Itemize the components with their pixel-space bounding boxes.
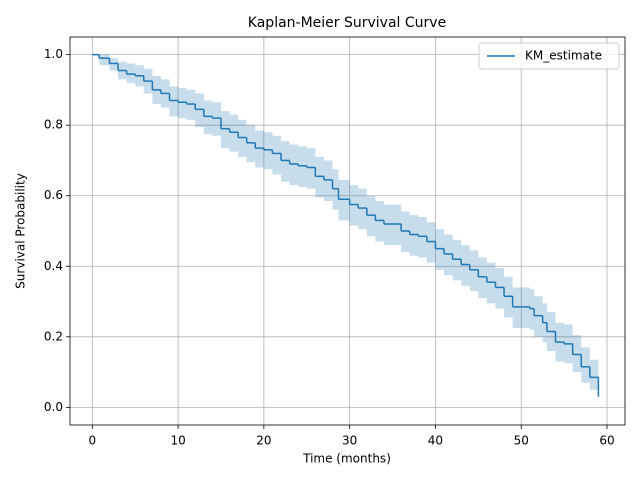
- confidence-band: [444, 234, 453, 276]
- confidence-band: [229, 114, 239, 152]
- confidence-band: [306, 148, 316, 189]
- plot-area: [70, 37, 625, 425]
- confidence-band: [255, 130, 264, 168]
- confidence-band: [195, 93, 204, 127]
- confidence-band: [281, 141, 290, 182]
- confidence-band: [220, 111, 230, 149]
- x-tick-label: 20: [256, 434, 271, 448]
- confidence-band: [246, 125, 256, 163]
- confidence-band: [238, 119, 247, 157]
- confidence-band: [589, 359, 599, 390]
- confidence-band: [495, 268, 505, 309]
- x-axis-label: Time (months): [302, 452, 391, 466]
- confidence-band: [461, 245, 470, 286]
- confidence-band: [212, 102, 221, 136]
- confidence-band: [383, 204, 402, 246]
- legend: KM_estimate: [478, 42, 620, 70]
- x-tick-label: 30: [342, 434, 357, 448]
- confidence-band: [478, 257, 487, 299]
- chart-title: Kaplan-Meier Survival Curve: [248, 15, 446, 31]
- confidence-band: [401, 211, 410, 253]
- confidence-band: [512, 287, 530, 328]
- confidence-band: [375, 201, 384, 242]
- y-tick-label: 0.6: [44, 188, 63, 202]
- confidence-band: [435, 229, 445, 270]
- confidence-band: [581, 347, 590, 383]
- y-tick-label: 0.0: [44, 400, 63, 414]
- confidence-band: [409, 215, 419, 256]
- confidence-band: [126, 63, 136, 83]
- confidence-band: [349, 185, 359, 226]
- confidence-band: [358, 188, 367, 230]
- confidence-band: [504, 276, 513, 318]
- confidence-band: [109, 58, 119, 71]
- confidence-band: [289, 144, 299, 186]
- confidence-band: [486, 262, 496, 304]
- confidence-band: [315, 156, 324, 198]
- y-tick-label: 0.2: [44, 329, 63, 343]
- x-tick-label: 10: [170, 434, 185, 448]
- confidence-band: [529, 289, 535, 330]
- x-tick-label: 0: [88, 434, 96, 448]
- confidence-band: [418, 216, 427, 258]
- confidence-band: [263, 132, 273, 170]
- confidence-band: [178, 88, 187, 119]
- confidence-band: [203, 100, 213, 134]
- confidence-band: [452, 239, 462, 281]
- legend-frame: [478, 42, 620, 70]
- confidence-band: [426, 222, 436, 263]
- confidence-band: [534, 296, 543, 337]
- y-tick-label: 0.4: [44, 259, 63, 273]
- confidence-band: [169, 86, 179, 117]
- confidence-band: [323, 160, 333, 202]
- axes-frame: [69, 36, 626, 426]
- confidence-band: [186, 89, 196, 120]
- x-tick-label: 50: [514, 434, 529, 448]
- confidence-band: [469, 250, 479, 291]
- confidence-band: [332, 169, 339, 210]
- legend-label: KM_estimate: [525, 49, 602, 63]
- confidence-band: [99, 54, 110, 66]
- x-tick-label: 40: [428, 434, 443, 448]
- confidence-band: [298, 146, 307, 187]
- confidence-band: [572, 335, 582, 373]
- x-tick-label: 60: [599, 434, 614, 448]
- confidence-band: [366, 195, 376, 237]
- y-tick-label: 0.8: [44, 118, 63, 132]
- y-tick-label: 1.0: [44, 47, 63, 61]
- confidence-band: [338, 179, 350, 221]
- confidence-band: [272, 135, 282, 175]
- y-axis-label: Survival Probability: [14, 173, 28, 289]
